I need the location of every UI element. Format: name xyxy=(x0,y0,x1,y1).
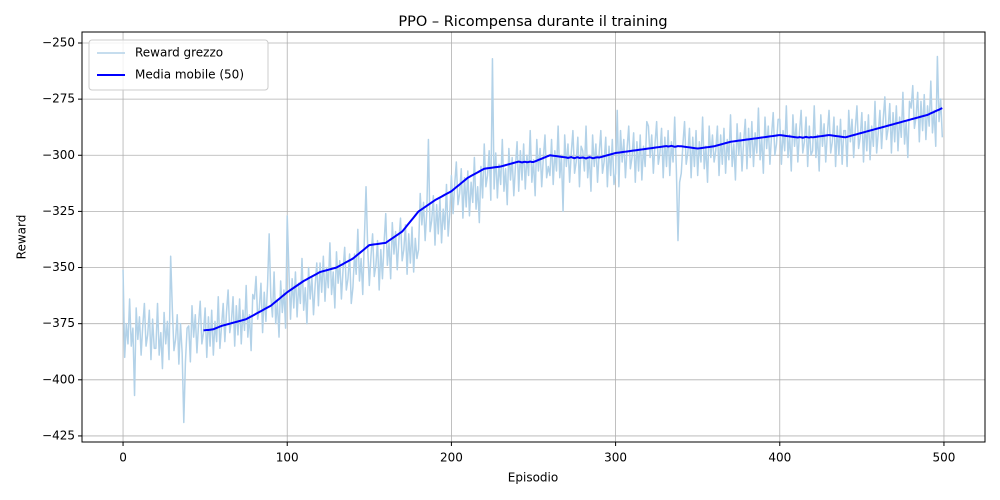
y-tick-label: −300 xyxy=(42,148,75,162)
x-tick-label: 500 xyxy=(933,451,956,465)
y-tick-label: −250 xyxy=(42,36,75,50)
y-tick-label: −325 xyxy=(42,204,75,218)
x-tick-label: 100 xyxy=(276,451,299,465)
x-tick-label: 400 xyxy=(768,451,791,465)
plot-area xyxy=(122,55,944,424)
legend-box xyxy=(88,39,269,91)
chart-title: PPO – Ricompensa durante il training xyxy=(398,14,667,30)
y-axis-label: Reward xyxy=(15,215,29,260)
y-tick-label: −425 xyxy=(42,428,75,442)
y-tick-label: −275 xyxy=(42,92,75,106)
legend-label: Media mobile (50) xyxy=(135,68,244,82)
y-tick-label: −375 xyxy=(42,316,75,330)
ticks: 0 100 200 300 400 500 −250 −275 −300 −325 −350 −375… xyxy=(42,36,955,465)
x-tick-label: 300 xyxy=(604,451,627,465)
legend-label: Reward grezzo xyxy=(135,46,223,60)
x-tick-label: 0 xyxy=(119,451,127,465)
series-line xyxy=(203,107,943,332)
y-tick-label: −400 xyxy=(42,372,75,386)
x-axis-label: Episodio xyxy=(508,471,558,485)
axes-frame xyxy=(81,31,986,443)
x-tick-label: 200 xyxy=(440,451,463,465)
grid xyxy=(82,32,985,442)
series-line xyxy=(122,55,944,424)
legend: Reward grezzo Media mobile (50) xyxy=(88,39,269,91)
y-tick-label: −350 xyxy=(42,260,75,274)
